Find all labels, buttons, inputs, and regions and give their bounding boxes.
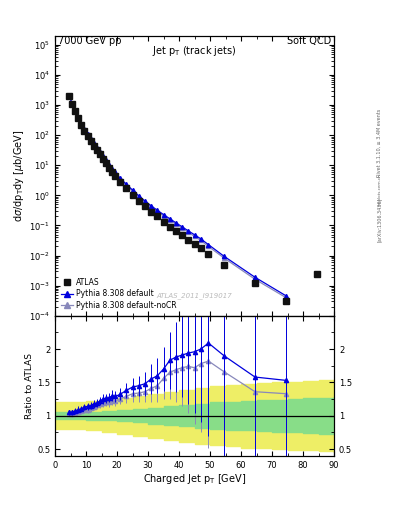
Legend: ATLAS, Pythia 8.308 default, Pythia 8.308 default-noCR: ATLAS, Pythia 8.308 default, Pythia 8.30…: [59, 276, 178, 312]
Text: [arXiv:1306.3436]: [arXiv:1306.3436]: [377, 198, 382, 242]
Text: Rivet 3.1.10, ≥ 3.4M events: Rivet 3.1.10, ≥ 3.4M events: [377, 109, 382, 178]
Text: Soft QCD: Soft QCD: [287, 36, 331, 46]
Y-axis label: Ratio to ATLAS: Ratio to ATLAS: [25, 353, 34, 419]
Text: 7000 GeV pp: 7000 GeV pp: [58, 36, 121, 46]
Text: Jet p$_{\rm T}$ (track jets): Jet p$_{\rm T}$ (track jets): [152, 44, 237, 58]
Text: ATLAS_2011_I919017: ATLAS_2011_I919017: [157, 292, 232, 299]
X-axis label: Charged Jet p$_{\rm T}$ [GeV]: Charged Jet p$_{\rm T}$ [GeV]: [143, 472, 246, 486]
Text: mcplots.cern.ch: mcplots.cern.ch: [377, 173, 381, 206]
Y-axis label: d$\sigma$/dp$_{\rm T}$dy [$\mu$b/GeV]: d$\sigma$/dp$_{\rm T}$dy [$\mu$b/GeV]: [12, 130, 26, 222]
